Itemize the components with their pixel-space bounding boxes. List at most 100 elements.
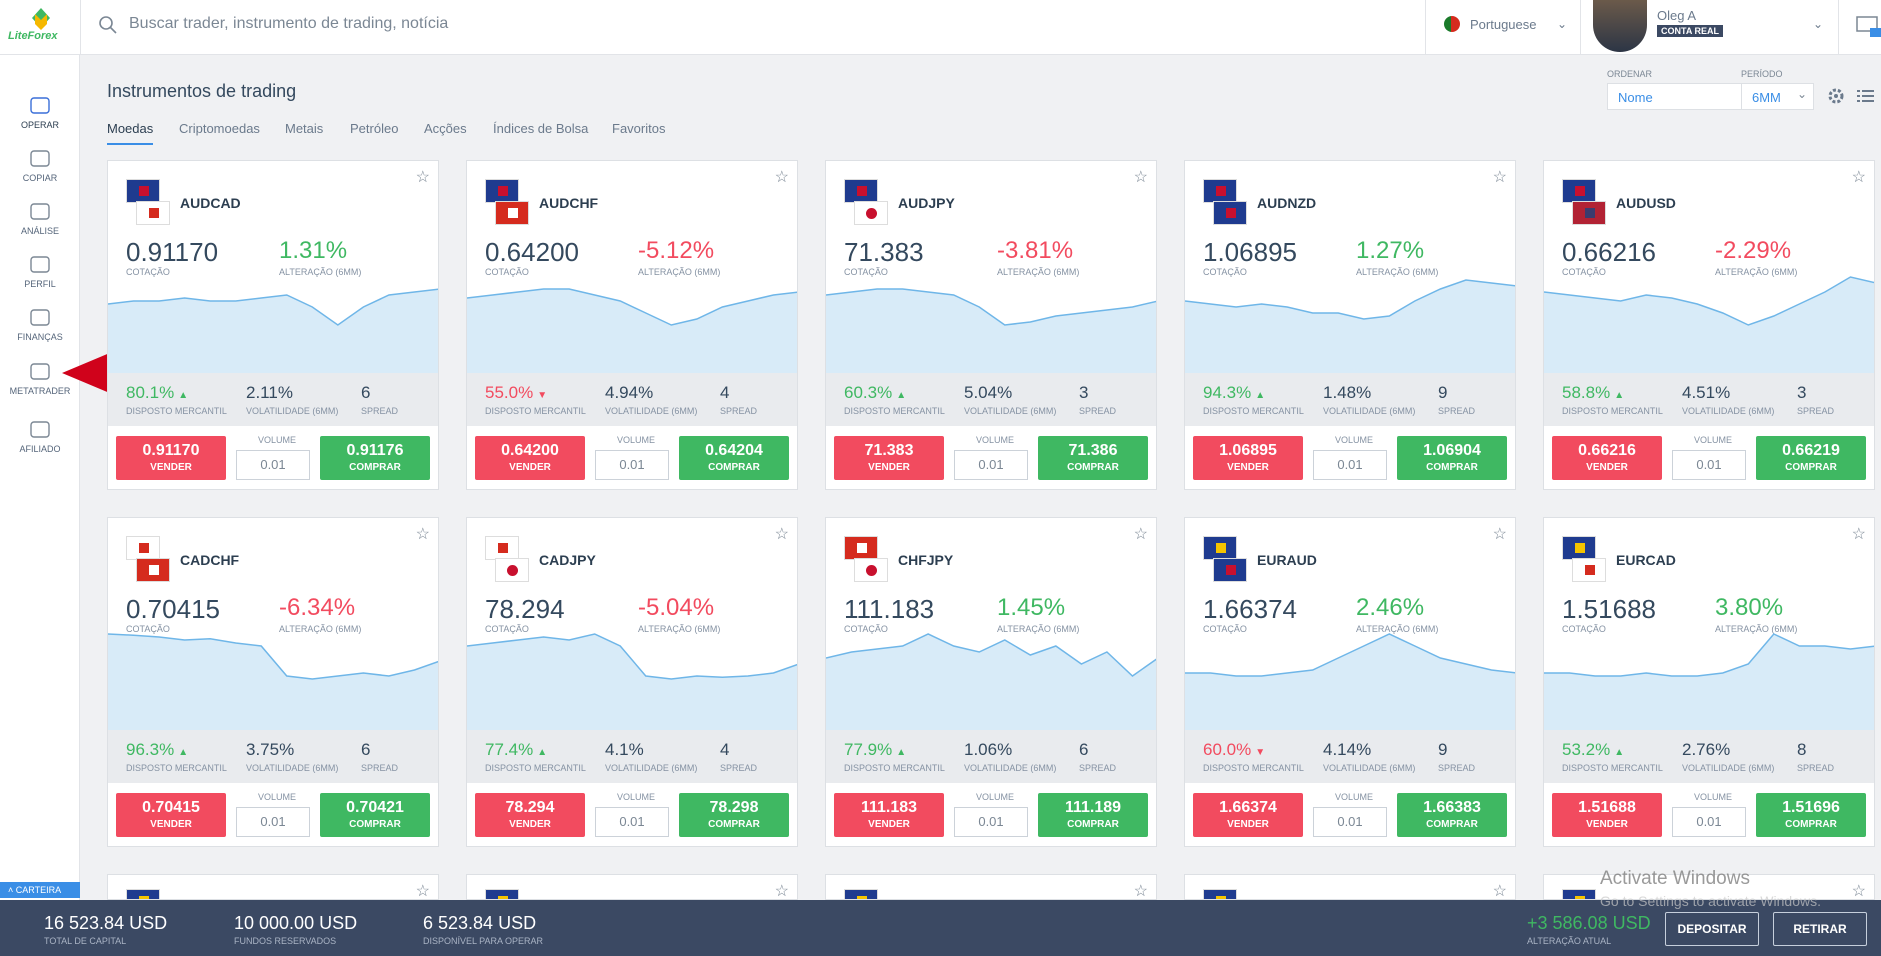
- volume-input[interactable]: 0.01: [595, 450, 669, 480]
- volatility: 3.75%: [246, 740, 295, 759]
- tab[interactable]: Acções: [424, 121, 467, 136]
- instrument-card[interactable]: ☆ EURAUD 1.66374 2.46% COTAÇÃO ALTERAÇÃO (6MM…: [1184, 517, 1516, 847]
- reserved-value: 10 000.00 USD: [234, 913, 358, 933]
- sidebar-item[interactable]: AFILIADO: [0, 419, 80, 454]
- favorite-star[interactable]: ☆: [1133, 169, 1148, 186]
- language[interactable]: Portuguese: [1470, 17, 1537, 32]
- buy-button[interactable]: 0.91176 COMPRAR: [320, 436, 430, 480]
- chat-icon[interactable]: [1856, 16, 1881, 38]
- buy-button[interactable]: 71.386 COMPRAR: [1038, 436, 1148, 480]
- instrument-card[interactable]: ☆: [825, 874, 1157, 900]
- instrument-card[interactable]: ☆: [466, 874, 798, 900]
- view-icons[interactable]: [1827, 87, 1881, 107]
- tab[interactable]: Índices de Bolsa: [493, 121, 589, 136]
- change: 1.27%: [1356, 237, 1425, 264]
- sparkline: [1185, 633, 1515, 730]
- instrument-card[interactable]: ☆: [1184, 874, 1516, 900]
- instrument-card[interactable]: ☆ CADCHF 0.70415 -6.34% COTAÇÃO ALTERAÇÃO (6M…: [107, 517, 439, 847]
- volume-input[interactable]: 0.01: [954, 450, 1028, 480]
- favorite-star[interactable]: ☆: [1851, 526, 1866, 543]
- buy-button[interactable]: 1.06904 COMPRAR: [1397, 436, 1507, 480]
- instrument-card[interactable]: ☆ CADJPY 78.294 -5.04% COTAÇÃO ALTERAÇÃO (6MM…: [466, 517, 798, 847]
- sidebar-item[interactable]: PERFIL: [0, 254, 80, 289]
- favorite-star[interactable]: ☆: [1492, 526, 1507, 543]
- sell-button[interactable]: 0.66216 VENDER: [1552, 436, 1662, 480]
- buy-price: 71.386: [1068, 442, 1118, 459]
- volume-input[interactable]: 0.01: [1313, 807, 1387, 837]
- favorite-star[interactable]: ☆: [415, 169, 430, 186]
- favorite-star[interactable]: ☆: [1133, 883, 1148, 900]
- volume-input[interactable]: 0.01: [1672, 807, 1746, 837]
- sell-button[interactable]: 1.66374 VENDER: [1193, 793, 1303, 837]
- change-label: ALTERAÇÃO (6MM): [638, 624, 721, 634]
- tab[interactable]: Criptomoedas: [179, 121, 260, 136]
- buy-button[interactable]: 111.189 COMPRAR: [1038, 793, 1148, 837]
- period-select[interactable]: 6MM: [1741, 83, 1814, 110]
- sparkline: [1544, 633, 1874, 730]
- instrument-card[interactable]: ☆: [1543, 874, 1875, 900]
- volume-input[interactable]: 0.01: [1313, 450, 1387, 480]
- withdraw-button[interactable]: RETIRAR: [1773, 912, 1867, 946]
- buy-button[interactable]: 78.298 COMPRAR: [679, 793, 789, 837]
- volume-input[interactable]: 0.01: [595, 807, 669, 837]
- sell-button[interactable]: 1.06895 VENDER: [1193, 436, 1303, 480]
- favorite-star[interactable]: ☆: [415, 883, 430, 900]
- buy-button[interactable]: 1.51696 COMPRAR: [1756, 793, 1866, 837]
- instrument-card[interactable]: ☆ CHFJPY 111.183 1.45% COTAÇÃO ALTERAÇÃO (6MM…: [825, 517, 1157, 847]
- sidebar-item[interactable]: OPERAR: [0, 95, 80, 130]
- buy-button[interactable]: 0.66219 COMPRAR: [1756, 436, 1866, 480]
- buy-label: COMPRAR: [1785, 819, 1837, 830]
- volume-input[interactable]: 0.01: [1672, 450, 1746, 480]
- wallet-tab[interactable]: ˄ CARTEIRA: [0, 882, 80, 898]
- avatar[interactable]: [1593, 0, 1647, 52]
- buy-button[interactable]: 0.64204 COMPRAR: [679, 436, 789, 480]
- sidebar-item[interactable]: ANÁLISE: [0, 201, 80, 236]
- favorite-star[interactable]: ☆: [774, 526, 789, 543]
- tab[interactable]: Moedas: [107, 121, 154, 145]
- favorite-star[interactable]: ☆: [1851, 169, 1866, 186]
- instrument-card[interactable]: ☆ AUDUSD 0.66216 -2.29% COTAÇÃO ALTERAÇÃO (6M…: [1543, 160, 1875, 490]
- instrument-card[interactable]: ☆ AUDNZD 1.06895 1.27% COTAÇÃO ALTERAÇÃO (6MM…: [1184, 160, 1516, 490]
- sentiment-value: 96.3%: [126, 740, 175, 759]
- sidebar-item[interactable]: COPIAR: [0, 148, 80, 183]
- favorite-star[interactable]: ☆: [1492, 169, 1507, 186]
- sell-button[interactable]: 71.383 VENDER: [834, 436, 944, 480]
- sell-button[interactable]: 78.294 VENDER: [475, 793, 585, 837]
- spread-label: SPREAD: [720, 763, 758, 773]
- price: 0.70415: [126, 594, 220, 624]
- volatility-label: VOLATILIDADE (6MM): [964, 763, 1057, 773]
- favorite-star[interactable]: ☆: [415, 526, 430, 543]
- sell-button[interactable]: 1.51688 VENDER: [1552, 793, 1662, 837]
- favorite-star[interactable]: ☆: [1851, 883, 1866, 900]
- sell-button[interactable]: 0.91170 VENDER: [116, 436, 226, 480]
- sort-label: ORDENAR: [1607, 69, 1653, 79]
- sidebar-item[interactable]: METATRADER: [0, 361, 80, 396]
- volume-input[interactable]: 0.01: [236, 450, 310, 480]
- deposit-button[interactable]: DEPOSITAR: [1665, 912, 1759, 946]
- tab[interactable]: Favoritos: [612, 121, 666, 136]
- sort-select[interactable]: Nome: [1607, 83, 1759, 110]
- volume-input[interactable]: 0.01: [236, 807, 310, 837]
- volume-input[interactable]: 0.01: [954, 807, 1028, 837]
- sell-button[interactable]: 111.183 VENDER: [834, 793, 944, 837]
- favorite-star[interactable]: ☆: [1492, 883, 1507, 900]
- instrument-card[interactable]: ☆ AUDCHF 0.64200 -5.12% COTAÇÃO ALTERAÇÃO (6M…: [466, 160, 798, 490]
- sell-button[interactable]: 0.64200 VENDER: [475, 436, 585, 480]
- tab[interactable]: Petróleo: [350, 121, 399, 136]
- buy-button[interactable]: 0.70421 COMPRAR: [320, 793, 430, 837]
- stats-band: [467, 730, 797, 783]
- instrument-card[interactable]: ☆: [107, 874, 439, 900]
- favorite-star[interactable]: ☆: [774, 169, 789, 186]
- search-input[interactable]: Buscar trader, instrumento de trading, n…: [129, 15, 449, 32]
- sell-button[interactable]: 0.70415 VENDER: [116, 793, 226, 837]
- stats-band: [108, 373, 438, 426]
- instrument-card[interactable]: ☆ EURCAD 1.51688 3.80% COTAÇÃO ALTERAÇÃO (6MM…: [1543, 517, 1875, 847]
- sidebar-item[interactable]: FINANÇAS: [0, 307, 80, 342]
- spread: 6: [361, 740, 371, 759]
- buy-button[interactable]: 1.66383 COMPRAR: [1397, 793, 1507, 837]
- instrument-card[interactable]: ☆ AUDJPY 71.383 -3.81% COTAÇÃO ALTERAÇÃO (6MM…: [825, 160, 1157, 490]
- favorite-star[interactable]: ☆: [1133, 526, 1148, 543]
- tab[interactable]: Metais: [285, 121, 324, 136]
- favorite-star[interactable]: ☆: [774, 883, 789, 900]
- instrument-card[interactable]: ☆ AUDCAD 0.91170 1.31% COTAÇÃO ALTERAÇÃO (6MM…: [107, 160, 439, 490]
